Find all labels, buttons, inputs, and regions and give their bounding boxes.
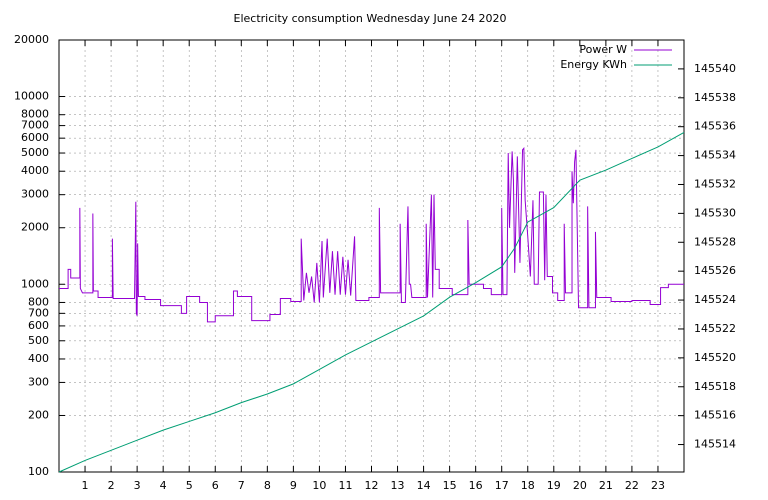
y-tick-label: 6000 [21,131,49,144]
x-tick-label: 11 [338,479,352,492]
y-tick-label: 700 [28,306,49,319]
y2-tick-label: 145514 [694,438,736,451]
x-tick-label: 12 [365,479,379,492]
y-tick-label: 500 [28,334,49,347]
x-tick-label: 22 [625,479,639,492]
x-tick-label: 16 [469,479,483,492]
x-tick-label: 4 [160,479,167,492]
y-tick-label: 10000 [14,90,49,103]
y2-tick-label: 145538 [694,91,736,104]
x-tick-label: 13 [391,479,405,492]
y-tick-label: 600 [28,319,49,332]
legend-label: Power W [579,43,627,56]
y2-tick-label: 145528 [694,235,736,248]
x-tick-label: 7 [238,479,245,492]
chart-title: Electricity consumption Wednesday June 2… [234,12,507,25]
y-tick-label: 4000 [21,164,49,177]
series-line [58,132,685,473]
y2-tick-label: 145534 [694,149,736,162]
y-tick-label: 400 [28,352,49,365]
y2-tick-label: 145536 [694,120,736,133]
y2-tick-label: 145524 [694,293,736,306]
y2-tick-label: 145540 [694,62,736,75]
y2-tick-label: 145526 [694,264,736,277]
legend-label: Energy KWh [560,58,627,71]
y-tick-label: 8000 [21,108,49,121]
x-tick-label: 5 [186,479,193,492]
x-tick-label: 18 [521,479,535,492]
y-tick-label: 800 [28,295,49,308]
x-tick-label: 23 [651,479,665,492]
y-tick-label: 2000 [21,221,49,234]
x-tick-label: 9 [290,479,297,492]
y2-tick-label: 145520 [694,351,736,364]
y-tick-label: 300 [28,375,49,388]
y2-tick-label: 145532 [694,177,736,190]
series-line [59,146,684,323]
x-tick-label: 17 [495,479,509,492]
x-tick-label: 8 [264,479,271,492]
y-tick-label: 1000 [21,277,49,290]
y-tick-label: 20000 [14,33,49,46]
y-tick-label: 5000 [21,146,49,159]
y-tick-label: 100 [28,465,49,478]
x-tick-label: 1 [82,479,89,492]
plot-frame [58,39,685,473]
x-tick-label: 21 [599,479,613,492]
x-tick-label: 3 [134,479,141,492]
y-tick-label: 3000 [21,188,49,201]
x-tick-label: 10 [312,479,326,492]
y2-tick-label: 145518 [694,380,736,393]
x-tick-label: 20 [573,479,587,492]
x-tick-label: 2 [108,479,115,492]
x-tick-label: 19 [547,479,561,492]
y2-tick-label: 145530 [694,206,736,219]
y2-tick-label: 145522 [694,322,736,335]
y-tick-label: 200 [28,408,49,421]
x-tick-label: 14 [417,479,431,492]
y-tick-label: 7000 [21,119,49,132]
x-tick-label: 15 [443,479,457,492]
x-tick-label: 6 [212,479,219,492]
y2-tick-label: 145516 [694,409,736,422]
